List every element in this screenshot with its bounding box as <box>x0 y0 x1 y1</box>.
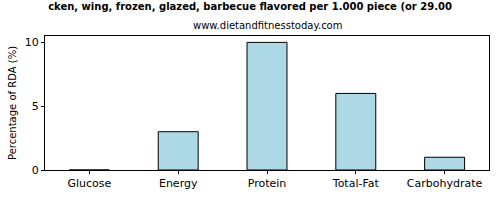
svg-text:Protein: Protein <box>248 177 287 190</box>
svg-text:www.dietandfitnesstoday.com: www.dietandfitnesstoday.com <box>193 20 342 31</box>
svg-text:Glucose: Glucose <box>67 177 111 190</box>
svg-text:Carbohydrate: Carbohydrate <box>407 177 483 190</box>
svg-text:Percentage of RDA (%): Percentage of RDA (%) <box>7 46 18 160</box>
svg-text:cken, wing, frozen, glazed, ba: cken, wing, frozen, glazed, barbecue fla… <box>48 1 452 12</box>
svg-text:Energy: Energy <box>159 177 198 190</box>
svg-text:10: 10 <box>25 36 39 49</box>
svg-text:5: 5 <box>32 100 39 113</box>
svg-text:Total-Fat: Total-Fat <box>332 177 380 190</box>
svg-text:0: 0 <box>32 164 39 177</box>
